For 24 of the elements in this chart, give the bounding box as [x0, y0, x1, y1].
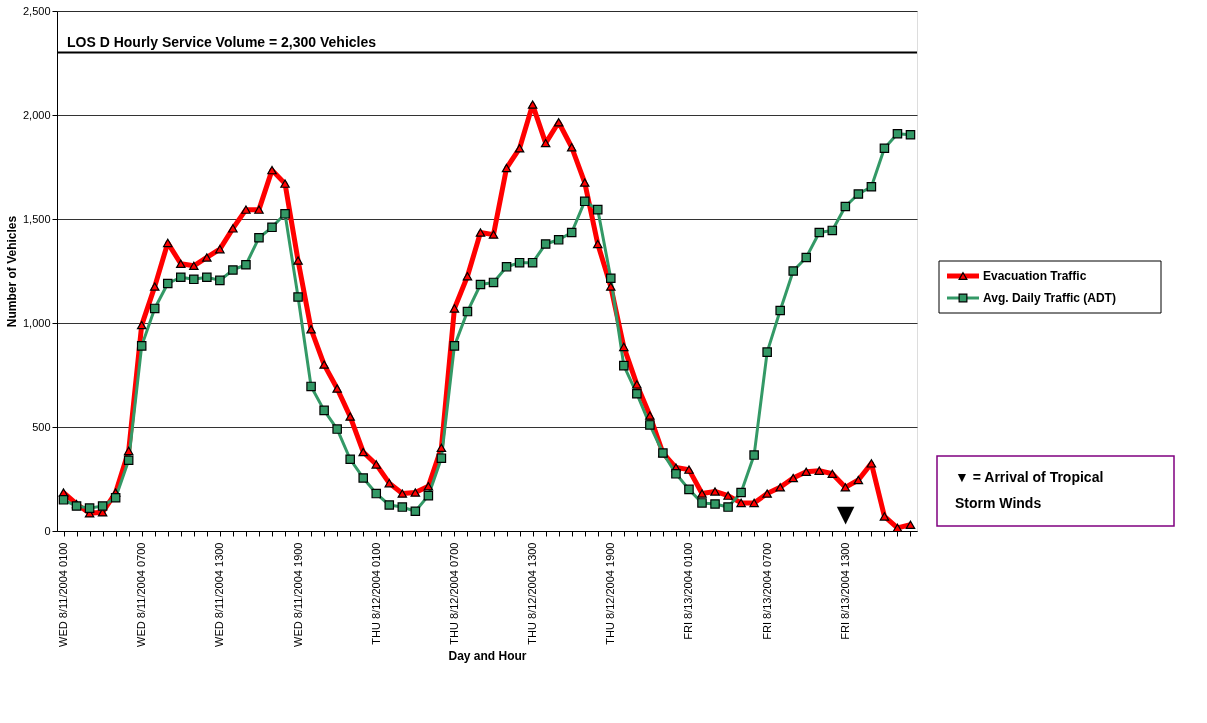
- y-tick-label: 0: [44, 524, 51, 537]
- x-tick-label: FRI 8/13/2004 0700: [760, 542, 773, 640]
- y-tick-label: 1,000: [22, 316, 51, 329]
- legend-label: Avg. Daily Traffic (ADT): [983, 291, 1116, 305]
- x-axis-title: Day and Hour: [448, 648, 527, 663]
- y-tick-label: 2,500: [22, 4, 51, 17]
- y-axis-title: Number of Vehicles: [4, 215, 19, 328]
- x-tick-label: THU 8/12/2004 0700: [447, 542, 460, 645]
- x-tick-label: WED 8/11/2004 0100: [57, 542, 70, 647]
- x-tick-label: THU 8/12/2004 0100: [369, 542, 382, 645]
- x-tick-label: WED 8/11/2004 0700: [135, 542, 148, 647]
- x-tick-label: THU 8/12/2004 1300: [526, 542, 539, 645]
- y-tick-label: 2,000: [22, 108, 51, 121]
- y-tick-label: 1,500: [22, 212, 51, 225]
- text: ▼ = Arrival of Tropical Storm Winds: [955, 469, 1104, 511]
- x-tick-label: FRI 8/13/2004 1300: [838, 542, 851, 640]
- legend-label: Evacuation Traffic: [983, 269, 1087, 283]
- x-tick-label: WED 8/11/2004 1300: [213, 542, 226, 647]
- ref-line-label: LOS D Hourly Service Volume = 2,300 Vehicles: [67, 33, 377, 50]
- x-tick-label: WED 8/11/2004 1900: [291, 542, 304, 647]
- y-tick-label: 500: [32, 420, 51, 433]
- annotation: ▼: [830, 497, 861, 530]
- x-tick-label: FRI 8/13/2004 0100: [682, 542, 695, 640]
- x-tick-label: THU 8/12/2004 1900: [604, 542, 617, 645]
